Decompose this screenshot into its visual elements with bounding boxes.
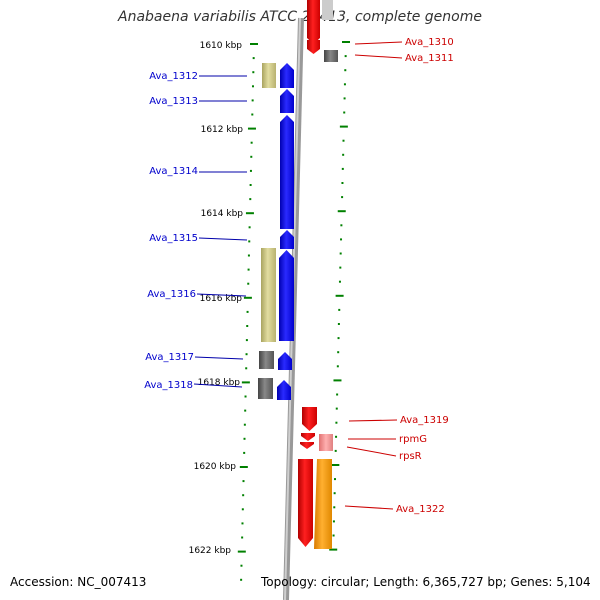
gene-ava-1318-box[interactable]: [258, 378, 273, 399]
gene-label-ava-1314[interactable]: Ava_1314: [149, 166, 198, 177]
gene-ava-1312-box[interactable]: [262, 63, 276, 88]
gene-ava-1309-arrow[interactable]: [307, 0, 320, 44]
kbp-label-1620: 1620 kbp: [194, 462, 237, 472]
gene-label-ava-1322[interactable]: Ava_1322: [396, 504, 445, 515]
gene-rpmg-arrow[interactable]: [301, 433, 315, 441]
gene-label-ava-1310[interactable]: Ava_1310: [405, 37, 454, 48]
kbp-label-1614: 1614 kbp: [201, 209, 244, 219]
gene-label-ava-1319[interactable]: Ava_1319: [400, 415, 449, 426]
gene-ava-1311-box[interactable]: [324, 50, 338, 62]
leader-ava-1311: [354, 54, 403, 59]
leader-ava-1318: [193, 383, 243, 388]
gene-ava-1310-arrow[interactable]: [307, 40, 320, 54]
gene-label-ava-1316[interactable]: Ava_1316: [147, 289, 196, 300]
right-gene-labels: Ava_1310 Ava_1311 Ava_1319 rpmG rpsR Ava…: [396, 37, 454, 515]
gene-ava-1317-arrow[interactable]: [278, 352, 292, 370]
leader-ava-1315: [198, 237, 248, 241]
kbp-label-1610: 1610 kbp: [200, 41, 243, 51]
gene-label-rpmg[interactable]: rpmG: [399, 434, 427, 445]
gene-label-ava-1313[interactable]: Ava_1313: [149, 96, 198, 107]
kbp-label-1616: 1616 kbp: [200, 294, 243, 304]
kbp-label-1622: 1622 kbp: [189, 546, 232, 556]
scale-ruler-right: [329, 41, 350, 551]
gene-partial-gray[interactable]: [322, 0, 333, 20]
topology-text: Topology: circular; Length: 6,365,727 bp…: [261, 575, 591, 589]
left-gene-labels: Ava_1312 Ava_1313 Ava_1314 Ava_1315 Ava_…: [144, 71, 198, 391]
gene-ava-1317-box[interactable]: [259, 351, 274, 369]
leader-ava-1316: [196, 293, 247, 297]
leader-ava-1317: [194, 356, 244, 360]
gene-ava-1322-box[interactable]: [314, 459, 332, 549]
gene-ava-1314-arrow[interactable]: [280, 115, 294, 229]
scale-labels: 1610 kbp 1612 kbp 1614 kbp 1616 kbp 1618…: [189, 41, 244, 556]
gene-label-ava-1317[interactable]: Ava_1317: [145, 352, 194, 363]
gene-label-ava-1312[interactable]: Ava_1312: [149, 71, 198, 82]
kbp-label-1618: 1618 kbp: [198, 378, 241, 388]
right-leader-lines: [344, 41, 403, 510]
gene-rpsr-arrow[interactable]: [300, 442, 314, 449]
gene-label-ava-1311[interactable]: Ava_1311: [405, 53, 454, 64]
gene-ava-1316-box[interactable]: [261, 248, 276, 342]
gene-label-ava-1318[interactable]: Ava_1318: [144, 380, 193, 391]
leader-rpsr: [346, 446, 397, 457]
gene-ava-1313-arrow[interactable]: [280, 89, 294, 113]
gene-ava-1321-arrow[interactable]: [298, 459, 313, 547]
leader-ava-1319: [348, 419, 398, 422]
map-title: Anabaena variabilis ATCC 29413, complete…: [118, 9, 482, 25]
gene-ava-1316-arrow[interactable]: [279, 250, 294, 341]
kbp-label-1612: 1612 kbp: [201, 125, 244, 135]
gene-ava-1318-arrow[interactable]: [277, 380, 291, 400]
scale-ruler-left: [237, 43, 258, 581]
gene-ava-1312-arrow[interactable]: [280, 63, 294, 88]
left-leader-lines: [193, 75, 248, 388]
leader-ava-1310: [354, 41, 403, 45]
gene-ava-1319-arrow[interactable]: [302, 407, 317, 431]
gene-ava-1315-arrow[interactable]: [280, 230, 294, 249]
leader-ava-1322: [344, 505, 394, 510]
gene-label-rpsr[interactable]: rpsR: [399, 451, 422, 462]
accession-text: Accession: NC_007413: [10, 575, 147, 589]
gene-rpsr-box[interactable]: [319, 434, 333, 451]
gene-label-ava-1315[interactable]: Ava_1315: [149, 233, 198, 244]
